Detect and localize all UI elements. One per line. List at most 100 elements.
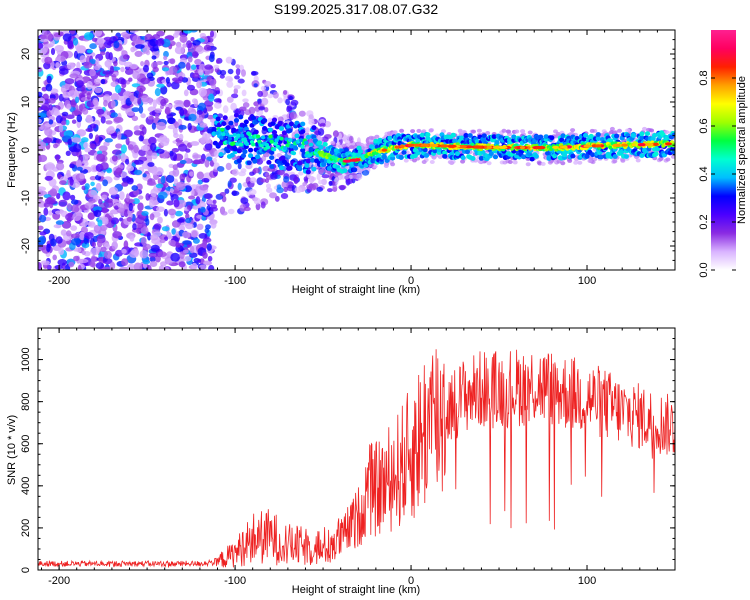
heatmap-cell — [237, 78, 245, 84]
heatmap-cell — [570, 128, 576, 133]
heatmap-cell — [93, 78, 102, 85]
heatmap-cell — [196, 223, 204, 230]
heatmap-cell — [145, 218, 150, 226]
heatmap-cell — [113, 40, 120, 49]
heatmap-cell — [126, 264, 134, 270]
heatmap-cell — [120, 171, 128, 178]
heatmap-cell — [100, 162, 109, 171]
heatmap-cell — [38, 225, 44, 231]
heatmap-cell — [133, 169, 143, 175]
heatmap-cell — [105, 51, 111, 60]
heatmap-cell — [467, 133, 473, 138]
heatmap-cell — [233, 87, 238, 95]
heatmap-cell — [83, 141, 89, 149]
heatmap-cell — [237, 182, 242, 191]
heatmap-cell — [50, 88, 59, 94]
heatmap-cell — [134, 50, 143, 58]
heatmap-cell — [225, 162, 232, 171]
heatmap-cell — [68, 261, 75, 268]
heatmap-cell — [174, 30, 179, 36]
heatmap-cell — [512, 160, 518, 165]
heatmap-cell — [297, 166, 303, 172]
heatmap-cell — [110, 112, 118, 118]
heatmap-cell — [113, 116, 124, 123]
heatmap-cell — [546, 156, 552, 161]
heatmap-cell — [71, 137, 82, 143]
heatmap-cell — [398, 154, 404, 160]
heatmap-cell — [83, 61, 93, 69]
heatmap-cell — [328, 180, 333, 187]
heatmap-cell — [527, 130, 533, 135]
heatmap-cell — [199, 264, 207, 270]
heatmap-cell — [291, 151, 297, 156]
heatmap-cell — [152, 66, 159, 73]
heatmap-cell — [50, 238, 57, 247]
heatmap-cell — [85, 128, 94, 132]
heatmap-cell — [196, 109, 203, 115]
heatmap-cell — [115, 249, 123, 257]
heatmap-cell — [202, 240, 208, 249]
heatmap-cell — [114, 205, 119, 210]
heatmap-cell — [67, 40, 74, 49]
heatmap-cell — [583, 144, 592, 148]
heatmap-cell — [175, 181, 186, 191]
heatmap-cell — [56, 162, 65, 171]
heatmap-cell — [192, 238, 200, 244]
heatmap-cell — [316, 140, 323, 146]
heatmap-cell — [141, 95, 150, 102]
heatmap-cell — [298, 110, 306, 117]
heatmap-cell — [514, 129, 520, 134]
heatmap-cell — [198, 233, 208, 239]
heatmap-cell — [72, 37, 79, 46]
heatmap-cell — [200, 206, 206, 213]
heatmap-cell — [45, 162, 55, 171]
heatmap-cell — [138, 135, 144, 142]
snr-frame — [37, 327, 676, 571]
heatmap-cell — [184, 255, 192, 262]
heatmap-cell — [196, 80, 203, 89]
heatmap-cell — [251, 71, 259, 76]
heatmap-cell — [195, 196, 201, 205]
heatmap-cell — [447, 144, 457, 148]
heatmap-cell — [321, 136, 329, 143]
heatmap-cell — [115, 143, 123, 149]
heatmap-cell — [305, 169, 311, 175]
heatmap-cell — [41, 102, 50, 110]
heatmap-cell — [454, 151, 461, 157]
heatmap-cell — [243, 119, 249, 125]
heatmap-cell — [133, 262, 143, 270]
heatmap-cell — [235, 68, 241, 76]
heatmap-cell — [46, 196, 56, 204]
heatmap-cell — [308, 146, 314, 152]
heatmap-cell — [111, 241, 118, 250]
heatmap-cell — [50, 47, 56, 56]
heatmap-cell — [111, 209, 117, 215]
heatmap-cell — [278, 165, 285, 171]
heatmap-cell — [56, 193, 61, 200]
heatmap-cell — [87, 221, 93, 227]
heatmap-cell — [87, 212, 95, 221]
heatmap-cell — [288, 96, 294, 100]
heatmap-cell — [69, 163, 75, 169]
heatmap-cell — [222, 115, 228, 121]
heatmap-cell — [44, 56, 53, 65]
heatmap-cell — [612, 154, 618, 159]
heatmap-cell — [81, 84, 86, 92]
heatmap-cell — [233, 112, 240, 118]
heatmap-cell — [283, 146, 288, 151]
heatmap-cell — [92, 97, 99, 106]
heatmap-cell — [106, 168, 113, 174]
heatmap-cell — [70, 233, 80, 239]
heatmap-cell — [60, 229, 67, 236]
heatmap-cell — [121, 258, 129, 266]
heatmap-cell — [152, 34, 161, 40]
heatmap-cell — [412, 158, 417, 163]
heatmap-cell — [100, 116, 106, 124]
heatmap-cell — [101, 194, 108, 200]
heatmap-cell — [150, 142, 157, 151]
heatmap-cell — [64, 78, 75, 85]
heatmap-cell — [283, 176, 290, 183]
heatmap-cell — [126, 216, 133, 222]
heatmap-cell — [238, 114, 244, 120]
heatmap-cell — [160, 175, 166, 184]
